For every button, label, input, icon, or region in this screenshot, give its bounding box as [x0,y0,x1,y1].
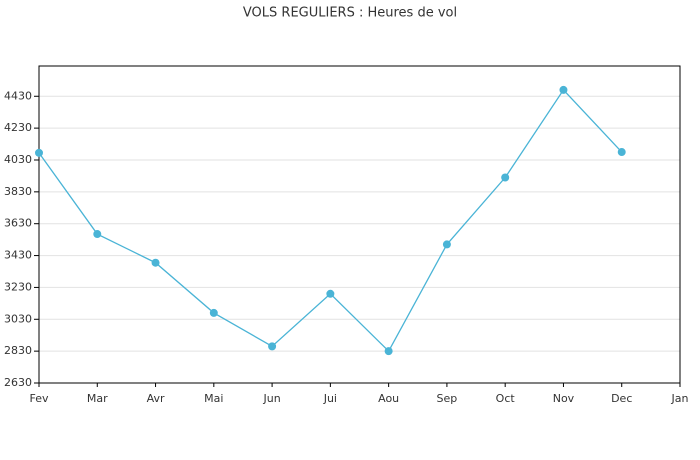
data-point [501,173,510,182]
data-point [268,342,277,351]
data-point [151,258,160,267]
x-tick-label: Fev [29,392,48,405]
x-tick-label: Jui [323,392,337,405]
y-tick-label: 4030 [4,153,32,166]
data-point [93,230,102,239]
y-tick-label: 4230 [4,121,32,134]
y-tick-label: 3830 [4,185,32,198]
y-tick-label: 3230 [4,280,32,293]
x-tick-label: Aou [378,392,399,405]
x-tick-label: Oct [496,392,516,405]
data-point [384,347,393,356]
x-tick-label: Nov [553,392,575,405]
y-tick-label: 3630 [4,217,32,230]
data-point [35,148,43,157]
data-point [442,240,451,249]
series-line [38,88,623,353]
data-point [326,289,335,298]
x-tick-label: Mai [204,392,223,405]
chart-title: VOLS REGULIERS : Heures de vol [243,6,457,21]
x-tick-label: Dec [611,392,632,405]
y-tick-label: 2630 [4,376,32,389]
data-point [559,85,568,94]
x-tick-label: Mar [87,392,108,405]
y-tick-label: 2830 [4,344,32,357]
data-point [209,308,218,317]
y-tick-label: 4430 [4,89,32,102]
y-tick-label: 3430 [4,249,32,262]
x-tick-label: Jan [671,392,689,405]
plot-frame [38,65,681,384]
x-tick-label: Sep [437,392,458,405]
x-tick-label: Avr [147,392,165,405]
y-tick-label: 3030 [4,312,32,325]
data-point [617,148,626,157]
x-tick-label: Jun [262,392,280,405]
